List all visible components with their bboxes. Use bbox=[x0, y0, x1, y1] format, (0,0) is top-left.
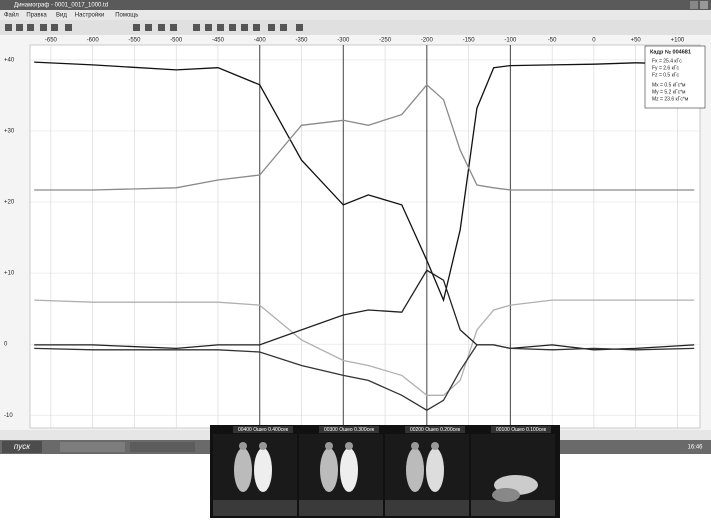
menu-item[interactable]: Настройки bbox=[75, 12, 104, 19]
y-tick-label: +10 bbox=[4, 271, 15, 277]
info-row: Fx = 25.4 кГс bbox=[652, 58, 682, 64]
info-row: Mz = 23.6 кГс*м bbox=[652, 96, 689, 102]
mat bbox=[385, 500, 469, 516]
x-tick-label: -550 bbox=[128, 38, 141, 44]
menu-bar bbox=[0, 10, 711, 20]
task-button[interactable] bbox=[130, 442, 195, 452]
person bbox=[406, 448, 424, 492]
x-tick-label: -250 bbox=[379, 38, 392, 44]
screen: Динамограф - 0001_0017_1000.td -650 -600 -… bbox=[0, 0, 711, 518]
person bbox=[320, 448, 338, 492]
menu-item[interactable]: Правка bbox=[26, 13, 47, 19]
page: Динамограф - 0001_0017_1000.td -650 -600 -… bbox=[0, 0, 711, 518]
person bbox=[426, 448, 444, 492]
x-tick-label: -500 bbox=[170, 38, 183, 44]
head bbox=[411, 442, 419, 450]
menu-item[interactable]: Файл bbox=[4, 12, 19, 19]
head bbox=[431, 442, 439, 450]
y-tick-label: +20 bbox=[4, 200, 15, 206]
head bbox=[259, 442, 267, 450]
mat bbox=[471, 500, 555, 516]
mat bbox=[299, 500, 383, 516]
x-tick-label: -200 bbox=[421, 38, 434, 44]
info-row: My = 5.2 кГс*м bbox=[652, 89, 686, 95]
info-row: Mx = 0.5 кГс*м bbox=[652, 82, 686, 88]
frame-label: 00300 Ошео 0.300сек bbox=[324, 427, 375, 433]
head bbox=[239, 442, 247, 450]
person bbox=[234, 448, 252, 492]
toolbar bbox=[0, 20, 711, 35]
window-title: Динамограф - 0001_0017_1000.td bbox=[14, 3, 108, 9]
plot-area bbox=[30, 45, 700, 428]
menu-item[interactable]: Вид bbox=[56, 13, 67, 19]
x-tick-label: -450 bbox=[212, 38, 225, 44]
x-tick-label: -50 bbox=[548, 38, 557, 44]
person bbox=[492, 488, 520, 502]
head bbox=[325, 442, 333, 450]
frame-label: 00200 Ошео 0.200сек bbox=[410, 427, 461, 433]
x-tick-label: -650 bbox=[45, 38, 58, 44]
clock: 16:46 bbox=[687, 445, 703, 451]
x-tick-label: -300 bbox=[337, 38, 350, 44]
task-button[interactable] bbox=[60, 442, 125, 452]
person bbox=[340, 448, 358, 492]
x-tick-label: +100 bbox=[671, 38, 685, 44]
x-tick-label: -150 bbox=[463, 38, 476, 44]
info-title: Кадр № 004681 bbox=[650, 49, 691, 55]
frame-label: 00100 Ошео 0.100сек bbox=[496, 427, 547, 433]
x-tick-label: -400 bbox=[254, 38, 267, 44]
mat bbox=[213, 500, 297, 516]
info-row: Fz = 0.5 кГс bbox=[652, 72, 679, 78]
x-tick-label: +50 bbox=[631, 38, 642, 44]
x-tick-label: -350 bbox=[296, 38, 309, 44]
menu-item[interactable]: Помощь bbox=[115, 13, 138, 19]
y-tick-label: +40 bbox=[4, 58, 15, 64]
frame-label: 00400 Ошео 0.400сек bbox=[238, 427, 289, 433]
info-row: Fy = 2.6 кГс bbox=[652, 65, 679, 71]
y-tick-label: -10 bbox=[4, 413, 13, 419]
head bbox=[345, 442, 353, 450]
minimize-button[interactable] bbox=[690, 1, 698, 9]
person bbox=[254, 448, 272, 492]
start-label: пуск bbox=[14, 442, 31, 451]
x-tick-label: -600 bbox=[87, 38, 100, 44]
x-tick-label: -100 bbox=[504, 38, 517, 44]
close-button[interactable] bbox=[700, 1, 708, 9]
y-tick-label: +30 bbox=[4, 129, 15, 135]
